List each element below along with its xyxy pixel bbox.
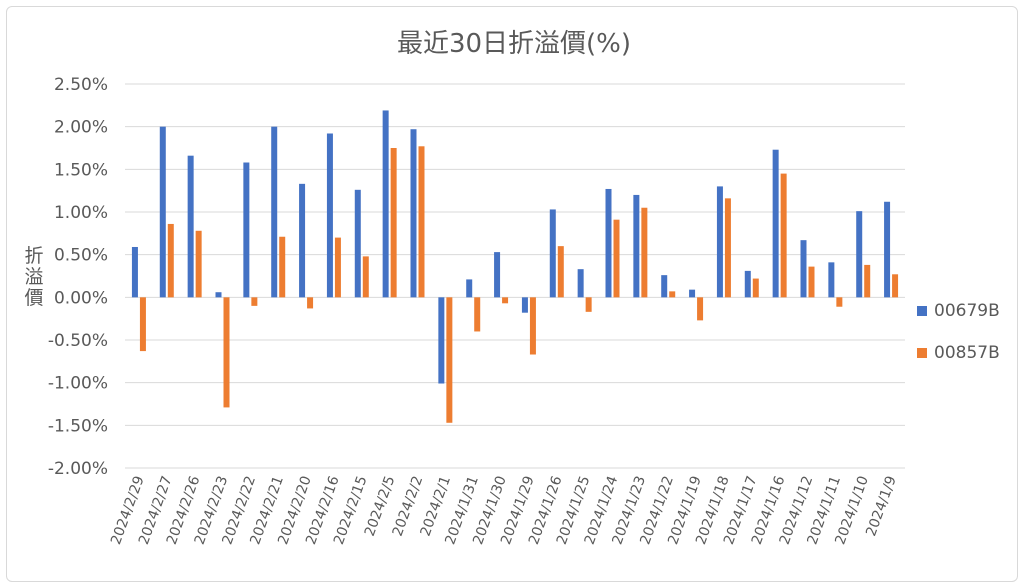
bar-00857B-2024/1/9 [892,274,899,298]
bar-00857B-2024/2/29 [139,297,146,352]
bar-00857B-2024/2/1 [446,297,453,423]
x-axis-ticks: 2024/2/292024/2/272024/2/262024/2/232024… [108,474,900,547]
bar-00679B-2024/1/9 [884,201,891,298]
y-tick-label: 2.00% [54,118,108,138]
y-tick-label: 2.50% [54,75,108,95]
bar-00857B-2024/1/12 [808,266,815,298]
bar-00857B-2024/2/16 [334,237,341,298]
bar-00679B-2024/1/19 [689,289,696,298]
bar-00857B-2024/1/24 [613,219,620,298]
bar-00679B-2024/2/2 [410,129,417,298]
bar-00857B-2024/1/29 [529,297,536,355]
bar-00679B-2024/1/22 [661,275,668,298]
bar-00679B-2024/1/16 [772,149,779,298]
bar-00679B-2024/1/25 [577,269,584,298]
y-tick-label: -2.00% [48,459,108,479]
bar-00857B-2024/1/10 [864,264,871,298]
bar-00679B-2024/1/12 [800,240,807,298]
bar-00679B-2024/2/1 [438,297,445,384]
bar-00857B-2024/1/11 [836,297,843,307]
bar-00679B-2024/2/5 [382,110,389,298]
bar-00857B-2024/1/23 [641,207,648,298]
bar-00857B-2024/1/31 [474,297,481,332]
y-tick-label: 1.50% [54,160,108,180]
bar-00679B-2024/2/23 [215,292,222,298]
bar-00857B-2024/1/17 [752,278,759,298]
bar-00857B-2024/2/23 [223,297,230,408]
y-tick-label: -1.00% [48,374,108,394]
legend-swatch [917,348,927,358]
bar-00679B-2024/1/30 [494,252,501,298]
bars [131,110,899,423]
bar-00679B-2024/2/27 [159,126,166,298]
bar-00679B-2024/2/26 [187,155,194,298]
y-tick-label: -1.50% [48,416,108,436]
y-tick-label: 0.50% [54,246,108,266]
bar-00857B-2024/2/15 [362,256,369,298]
y-axis-label-char: 溢 [24,266,43,288]
bar-00857B-2024/2/2 [418,146,425,298]
bar-00679B-2024/1/11 [828,262,835,298]
bar-00857B-2024/1/26 [557,246,564,298]
bar-00857B-2024/1/18 [724,198,731,298]
legend-entry: 00679B [934,301,1000,321]
bar-00857B-2024/2/20 [307,297,314,309]
y-tick-label: 0.00% [54,288,108,308]
bar-00857B-2024/1/19 [697,297,704,321]
bar-00857B-2024/2/27 [167,223,174,298]
bar-00679B-2024/1/24 [605,188,612,298]
chart-frame [6,6,1018,582]
chart-title: 最近30日折溢價(%) [397,29,631,59]
y-axis-label-char: 價 [24,287,43,309]
bar-00857B-2024/2/26 [195,230,202,298]
bar-00857B-2024/1/16 [780,173,787,298]
legend-entry: 00857B [934,343,1000,363]
bar-00857B-2024/1/30 [502,297,509,304]
bar-00857B-2024/1/25 [585,297,592,312]
bar-00857B-2024/1/22 [669,291,676,298]
bar-00679B-2024/2/20 [299,183,306,298]
y-tick-label: -0.50% [48,331,108,351]
legend-swatch [917,306,927,316]
bar-00679B-2024/1/17 [744,270,751,298]
bar-00679B-2024/2/21 [271,126,278,298]
bar-00679B-2024/2/16 [326,133,333,298]
legend: 00679B 00857B [917,301,1000,363]
y-axis-ticks: 2.50% 2.00% 1.50% 1.00% 0.50% 0.00% -0.50% -1.0… [48,75,108,479]
bar-00679B-2024/1/10 [856,211,863,298]
bar-00679B-2024/2/15 [354,189,361,298]
bar-00679B-2024/1/31 [466,279,473,298]
bar-00679B-2024/2/29 [131,246,138,298]
bar-00679B-2024/1/18 [716,186,723,298]
bar-00679B-2024/2/22 [243,162,250,298]
gridlines [125,83,905,469]
y-axis-label-char: 折 [24,245,43,267]
y-axis-label: 折溢價 [24,245,43,309]
bar-00679B-2024/1/29 [521,297,528,313]
bar-00857B-2024/2/21 [279,236,286,298]
y-tick-label: 1.00% [54,203,108,223]
bar-00857B-2024/2/5 [390,148,397,298]
bar-00679B-2024/1/23 [633,194,640,298]
bar-00857B-2024/2/22 [251,297,258,306]
bar-00679B-2024/1/26 [549,209,556,298]
